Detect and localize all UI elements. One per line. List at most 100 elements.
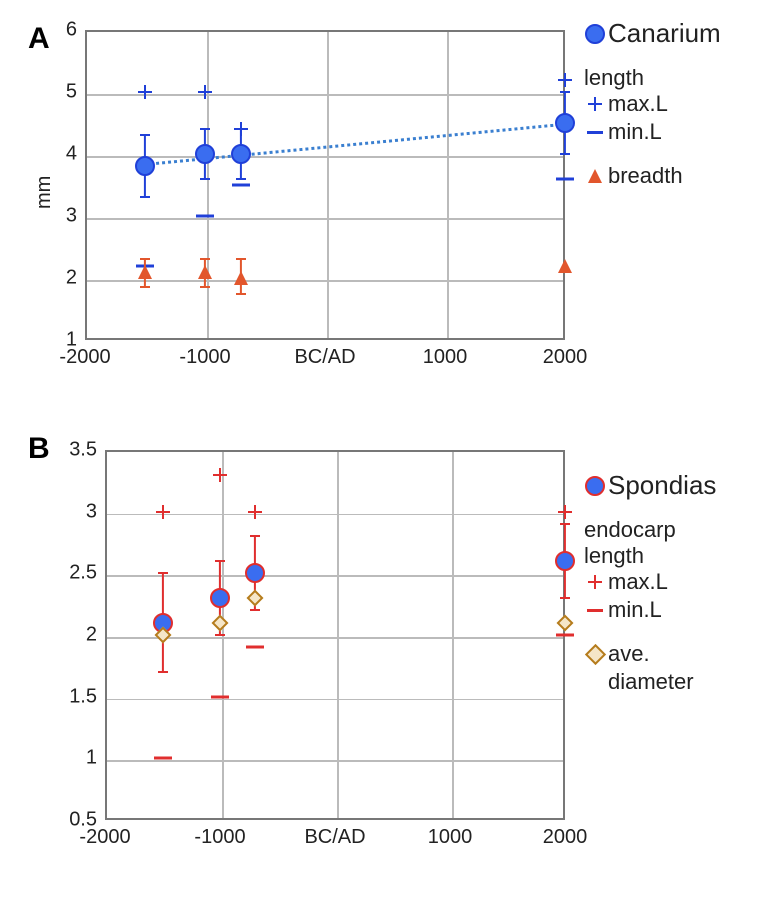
legend-plus-icon — [588, 575, 602, 589]
length-point — [195, 144, 215, 164]
legend-dash-icon — [587, 609, 603, 612]
chart-A — [85, 30, 565, 340]
panel-label-B: B — [28, 432, 50, 466]
breadth-triangle-icon — [198, 265, 212, 279]
grid-h — [87, 94, 563, 96]
xtick: 1000 — [423, 346, 468, 369]
err-cap — [200, 178, 210, 180]
min-dash-icon — [211, 695, 229, 698]
err-cap — [560, 523, 570, 525]
legend-item-label: breadth — [608, 163, 683, 189]
max-plus-icon — [156, 505, 170, 519]
grid-v — [337, 452, 339, 818]
legend-group-label: length — [584, 65, 721, 91]
err-cap — [250, 535, 260, 537]
max-plus-icon — [248, 505, 262, 519]
min-dash-icon — [196, 215, 214, 218]
legend-item-label: max.L — [608, 91, 668, 117]
ytick: 3.5 — [69, 439, 97, 462]
ytick: 2 — [66, 267, 77, 290]
grid-v — [452, 452, 454, 818]
length-point — [135, 156, 155, 176]
err-cap — [158, 572, 168, 574]
err-cap — [140, 196, 150, 198]
grid-v — [327, 32, 329, 338]
xtick: 2000 — [543, 826, 588, 849]
max-plus-icon — [234, 122, 248, 136]
ytick: 1 — [86, 747, 97, 770]
endocarp-point — [555, 551, 575, 571]
legend-item-label: min.L — [608, 597, 662, 623]
legend-A: Canarium lengthmax.Lmin.L breadth — [582, 18, 721, 191]
grid-h — [107, 575, 563, 577]
xtick: -1000 — [179, 346, 230, 369]
err-cap — [236, 178, 246, 180]
endocarp-point — [210, 588, 230, 608]
min-dash-icon — [154, 757, 172, 760]
err-cap — [250, 609, 260, 611]
err-cap — [560, 597, 570, 599]
min-dash-icon — [556, 177, 574, 180]
grid-h — [87, 280, 563, 282]
breadth-triangle-icon — [558, 259, 572, 273]
min-dash-icon — [232, 184, 250, 187]
max-plus-icon — [558, 505, 572, 519]
err-cap — [215, 634, 225, 636]
legend-diamond-icon — [584, 643, 605, 664]
err-cap — [560, 91, 570, 93]
length-point — [555, 113, 575, 133]
legend-dash-icon — [587, 131, 603, 134]
max-plus-icon — [213, 468, 227, 482]
grid-h — [107, 760, 563, 762]
err-cap — [140, 258, 150, 260]
grid-v — [207, 32, 209, 338]
ytick: 3 — [86, 500, 97, 523]
err-cap — [200, 128, 210, 130]
min-dash-icon — [556, 634, 574, 637]
legend-item-label: min.L — [608, 119, 662, 145]
legend-circle-icon — [585, 476, 605, 496]
ytick: 0.5 — [69, 809, 97, 832]
min-dash-icon — [246, 646, 264, 649]
legend-item-label: diameter — [608, 669, 694, 695]
breadth-triangle-icon — [138, 265, 152, 279]
ytick: 5 — [66, 81, 77, 104]
ylabel: mm — [33, 176, 56, 209]
err-cap — [140, 286, 150, 288]
legend-group-label: endocarp — [584, 517, 716, 543]
grid-h — [87, 218, 563, 220]
err-cap — [140, 134, 150, 136]
grid-h — [87, 156, 563, 158]
ytick: 1 — [66, 329, 77, 352]
err-cap — [236, 258, 246, 260]
legend-triangle-icon — [588, 169, 602, 183]
legend-item-label: ave. — [608, 641, 650, 667]
ytick: 6 — [66, 19, 77, 42]
err-cap — [215, 560, 225, 562]
legend-title: Canarium — [608, 18, 721, 49]
panel-label-A: A — [28, 22, 50, 56]
length-point — [231, 144, 251, 164]
grid-v — [447, 32, 449, 338]
xtick: 1000 — [428, 826, 473, 849]
ytick: 1.5 — [69, 685, 97, 708]
xtick: BC/AD — [294, 346, 355, 369]
legend-circle-icon — [585, 24, 605, 44]
err-cap — [200, 258, 210, 260]
chart-B — [105, 450, 565, 820]
max-plus-icon — [558, 73, 572, 87]
legend-plus-icon — [588, 97, 602, 111]
legend-item-label: max.L — [608, 569, 668, 595]
grid-h — [107, 699, 563, 701]
grid-h — [107, 514, 563, 516]
legend-group-label: length — [584, 543, 716, 569]
endocarp-point — [245, 563, 265, 583]
xtick: -1000 — [194, 826, 245, 849]
ytick: 2 — [86, 624, 97, 647]
legend-B: Spondiasendocarplengthmax.Lmin.Lave.diam… — [582, 470, 716, 697]
max-plus-icon — [138, 85, 152, 99]
xtick: 2000 — [543, 346, 588, 369]
max-plus-icon — [198, 85, 212, 99]
err-cap — [158, 671, 168, 673]
ytick: 2.5 — [69, 562, 97, 585]
